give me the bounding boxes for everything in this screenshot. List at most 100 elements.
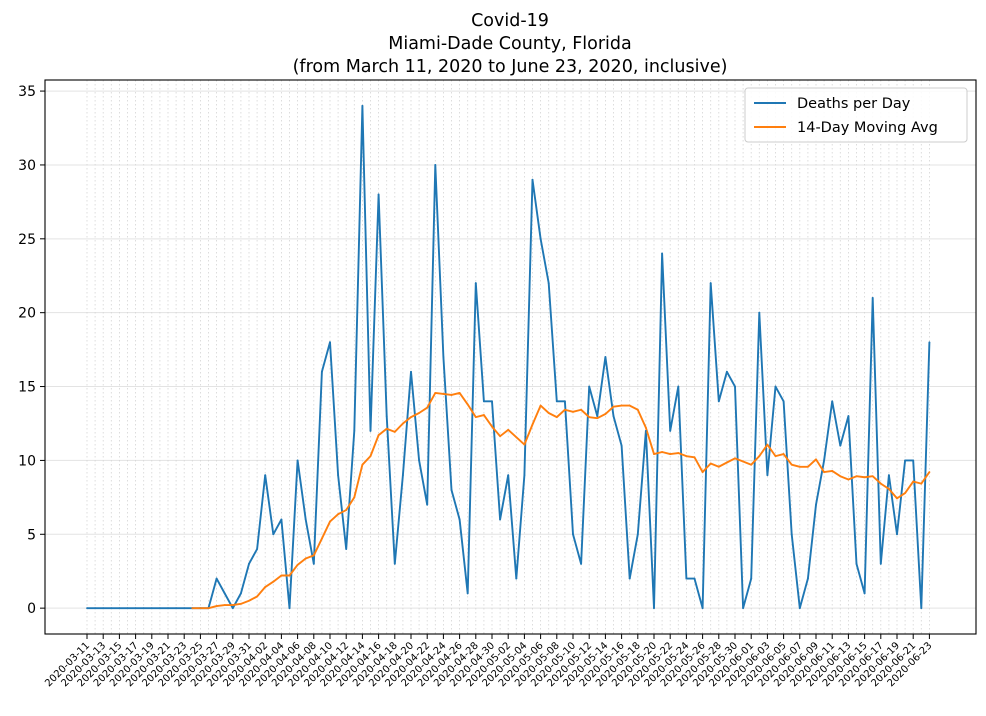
data-point <box>669 429 672 432</box>
data-point <box>645 426 647 429</box>
data-point <box>312 562 315 565</box>
y-axis: 0 5 10 15 20 25 30 35 <box>18 84 45 617</box>
data-point <box>888 474 890 477</box>
data-point <box>458 518 461 521</box>
data-point <box>248 599 250 602</box>
data-point <box>94 607 96 610</box>
data-point <box>782 400 785 403</box>
data-point <box>102 607 105 610</box>
data-point <box>474 282 477 285</box>
data-point <box>539 404 542 407</box>
y-tick-label: 25 <box>18 232 36 248</box>
data-point <box>256 548 258 550</box>
data-point <box>604 413 607 415</box>
data-point <box>847 478 850 481</box>
data-point <box>904 459 906 462</box>
data-point <box>329 520 331 523</box>
data-point <box>693 577 696 580</box>
data-point <box>312 554 315 557</box>
data-point <box>466 403 469 406</box>
data-point <box>418 459 420 462</box>
data-point <box>888 488 890 490</box>
data-point <box>410 416 412 419</box>
data-point <box>418 412 420 414</box>
data-point <box>831 400 834 403</box>
data-point <box>620 444 623 447</box>
data-point <box>361 104 364 107</box>
data-point <box>240 592 242 595</box>
data-point <box>742 607 744 610</box>
data-point <box>847 415 850 417</box>
data-point <box>329 341 331 344</box>
data-point <box>207 607 210 610</box>
data-point <box>175 607 178 610</box>
data-point <box>798 465 801 468</box>
data-point <box>750 577 753 580</box>
data-point <box>920 607 923 610</box>
data-point <box>515 436 518 439</box>
data-point <box>774 385 777 388</box>
data-point <box>337 513 339 516</box>
data-point <box>361 463 364 466</box>
y-tick-label: 0 <box>27 601 36 617</box>
data-point <box>855 475 858 478</box>
chart-title-line: (from March 11, 2020 to June 23, 2020, i… <box>293 57 728 77</box>
data-point <box>564 408 566 411</box>
data-point <box>321 537 323 540</box>
data-point <box>215 577 218 580</box>
data-point <box>159 607 161 610</box>
data-point <box>653 607 655 610</box>
data-point <box>377 193 380 196</box>
data-point <box>693 456 696 459</box>
data-point <box>231 604 234 606</box>
data-point <box>709 462 712 465</box>
x-axis: 2020-03-112020-03-132020-03-152020-03-17… <box>43 634 935 689</box>
chart-title-line: Covid-19 <box>471 11 549 31</box>
data-point <box>507 474 510 477</box>
data-point <box>839 475 842 478</box>
data-point <box>288 607 291 610</box>
data-point <box>515 577 518 580</box>
plot-frame <box>44 79 977 635</box>
legend-box <box>744 87 968 143</box>
data-point <box>272 533 275 536</box>
series-line-1 <box>192 391 931 610</box>
data-point <box>701 471 704 473</box>
data-point <box>385 415 388 417</box>
data-point <box>385 427 388 430</box>
y-tick-label: 5 <box>27 527 36 543</box>
data-point <box>653 453 655 455</box>
y-tick-label: 15 <box>18 380 36 396</box>
data-point <box>223 592 226 595</box>
data-point <box>685 455 688 458</box>
data-point <box>661 451 663 453</box>
data-point <box>402 422 404 425</box>
data-point <box>855 562 858 565</box>
data-point <box>863 592 866 595</box>
data-point <box>677 385 680 388</box>
data-point <box>717 465 720 468</box>
data-point <box>296 563 299 566</box>
data-point <box>871 297 874 299</box>
data-point <box>523 474 526 477</box>
data-point <box>393 431 396 433</box>
data-point <box>483 400 485 403</box>
data-point <box>531 178 534 181</box>
data-point <box>750 463 753 466</box>
data-point <box>450 489 453 491</box>
data-point <box>547 412 550 414</box>
data-point <box>734 385 736 388</box>
data-point <box>928 341 931 344</box>
data-point <box>734 457 736 460</box>
data-point <box>304 557 307 560</box>
data-point <box>280 574 283 577</box>
data-point <box>434 164 437 166</box>
data-point <box>807 577 809 580</box>
data-point <box>296 459 299 462</box>
data-point <box>726 461 728 464</box>
data-point <box>458 391 461 394</box>
data-point <box>636 533 639 536</box>
data-point <box>167 607 169 610</box>
data-point <box>215 605 218 607</box>
